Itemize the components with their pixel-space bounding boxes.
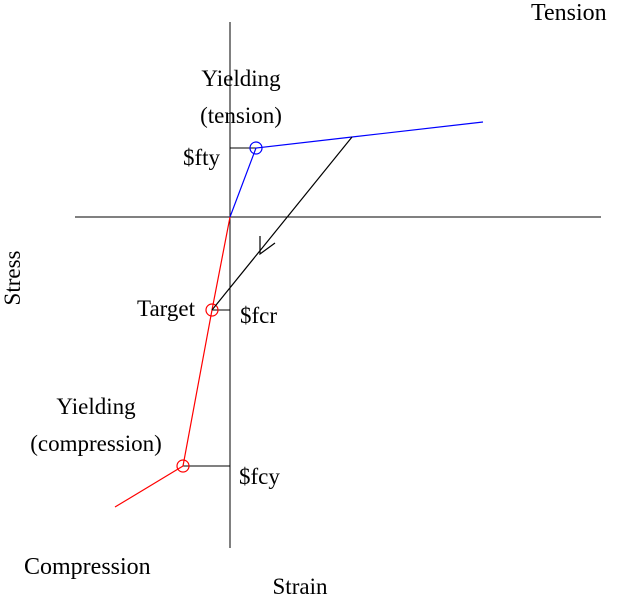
stress-axis-label: Stress — [0, 250, 25, 305]
yielding-compression-label-line2: (compression) — [30, 431, 162, 456]
yielding-tension-label-line2: (tension) — [200, 103, 282, 128]
compression-yield-point-marker — [176, 459, 190, 473]
compression-label: Compression — [24, 554, 151, 580]
yielding-compression-label-line1: Yielding — [56, 394, 136, 419]
tension-label: Tension — [531, 0, 607, 26]
strain-axis-label: Strain — [273, 574, 328, 599]
unloading-path — [211, 136, 353, 311]
yielding-tension-label-line1: Yielding — [201, 66, 281, 91]
target-point-marker — [205, 303, 219, 317]
fcr-label: $fcr — [240, 303, 277, 328]
fty-label: $fty — [183, 145, 221, 170]
tension-yield-point-marker — [249, 141, 263, 155]
target-label: Target — [137, 296, 196, 321]
tension-curve — [229, 121, 484, 218]
unloading-arrowhead — [259, 236, 276, 256]
compression-curve — [114, 216, 231, 508]
fcy-label: $fcy — [239, 464, 280, 489]
